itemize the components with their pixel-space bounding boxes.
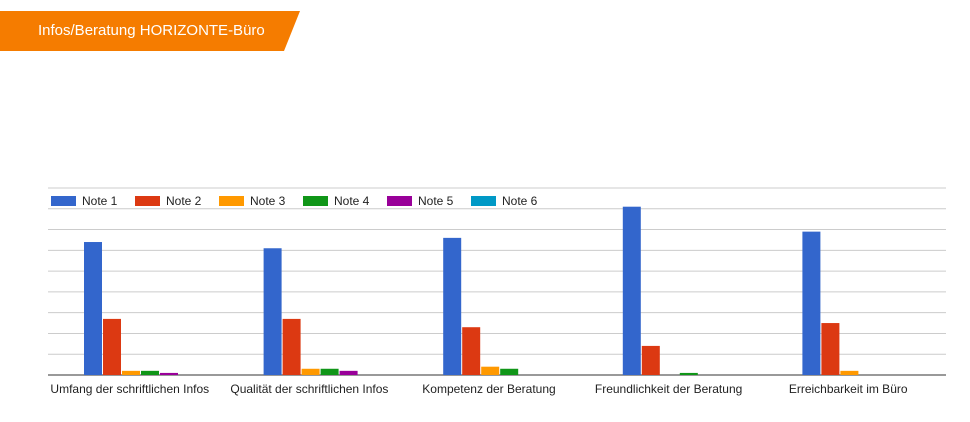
legend-entry: Note 6	[502, 194, 538, 208]
bar	[821, 323, 840, 375]
bar	[481, 366, 500, 375]
bar	[141, 370, 159, 375]
legend-entry: Note 5	[418, 194, 454, 208]
x-tick-label: Erreichbarkeit im Büro	[789, 382, 908, 396]
legend-swatch	[135, 196, 160, 206]
bar	[263, 248, 282, 375]
bar	[443, 237, 462, 375]
bar	[301, 368, 320, 375]
bar	[103, 318, 121, 375]
banner-shape	[0, 11, 300, 51]
bar	[840, 370, 859, 375]
bar	[320, 368, 339, 375]
header-banner: Infos/Beratung HORIZONTE-Büro	[0, 11, 300, 51]
legend-swatch	[387, 196, 412, 206]
bar	[500, 368, 519, 375]
bar	[622, 206, 641, 375]
x-tick-label: Freundlichkeit der Beratung	[595, 382, 742, 396]
bar	[802, 231, 821, 375]
bar	[641, 345, 660, 375]
legend-entry: Note 3	[250, 194, 286, 208]
x-tick-label: Kompetenz der Beratung	[422, 382, 555, 396]
legend-swatch	[471, 196, 496, 206]
chart-title: Infos/Beratung HORIZONTE-Büro	[38, 22, 265, 39]
x-tick-label: Umfang der schriftlichen Infos	[50, 382, 209, 396]
x-tick-label: Qualität der schriftlichen Infos	[230, 382, 388, 396]
bar	[339, 370, 358, 375]
bar	[462, 327, 481, 375]
legend-swatch	[51, 196, 76, 206]
legend-entry: Note 4	[334, 194, 370, 208]
legend-entry: Note 2	[166, 194, 202, 208]
bar	[122, 370, 140, 375]
legend-swatch	[219, 196, 244, 206]
bar	[282, 318, 301, 375]
bar	[679, 372, 698, 375]
bar	[84, 242, 102, 375]
bar	[160, 372, 178, 375]
legend-swatch	[303, 196, 328, 206]
legend-entry: Note 1	[82, 194, 118, 208]
